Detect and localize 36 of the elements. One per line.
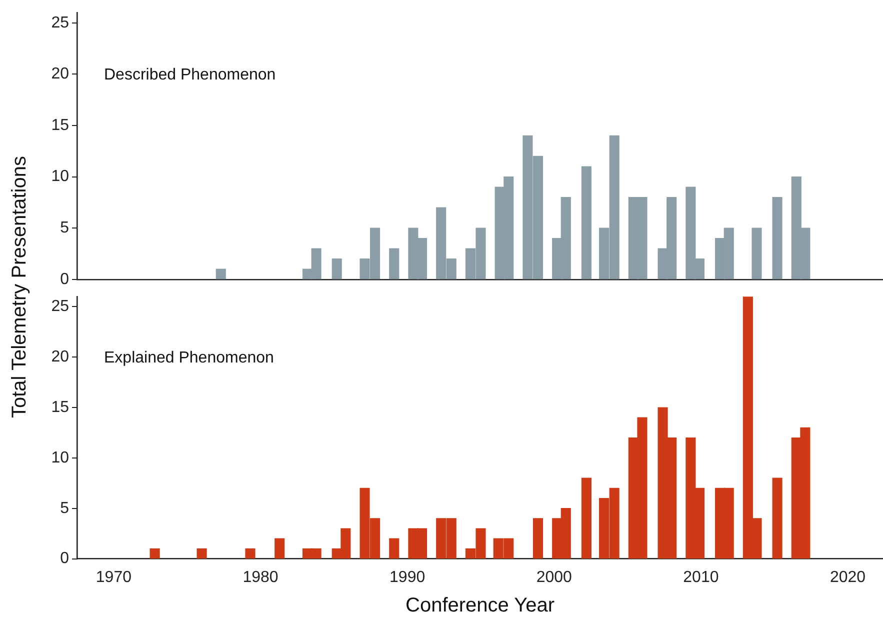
bar <box>216 268 226 280</box>
bar <box>581 478 592 559</box>
bar <box>532 518 544 559</box>
x-tick-label: 2000 <box>536 568 572 586</box>
y-tick-label: 20 <box>51 348 70 366</box>
y-tick-label: 25 <box>51 14 70 32</box>
annotation: Explained Phenomenon <box>104 350 274 367</box>
y-tick-label: 0 <box>60 550 70 568</box>
bar <box>389 538 400 559</box>
bar <box>581 166 592 280</box>
bar <box>772 196 782 280</box>
y-tick-label: 15 <box>51 398 70 416</box>
bar <box>196 548 207 559</box>
y-tick-label: 5 <box>60 220 70 236</box>
bar <box>752 228 762 280</box>
bar <box>332 258 342 280</box>
bar <box>389 248 400 280</box>
y-tick-label: 15 <box>51 116 70 134</box>
y-tick-label: 10 <box>51 168 70 186</box>
x-tick-label: 1970 <box>96 568 132 586</box>
x-tick-label: 2020 <box>830 568 866 586</box>
x-axis-title: Conference Year <box>405 594 555 617</box>
y-tick-label: 0 <box>60 270 70 288</box>
y-tick-label: 25 <box>51 298 70 316</box>
bar <box>274 538 285 559</box>
y-tick-label: 10 <box>51 449 70 466</box>
x-tick-label: 1990 <box>390 568 426 586</box>
bar <box>245 548 256 559</box>
bar <box>150 548 160 559</box>
annotation: Described Phenomenon <box>104 66 276 84</box>
y-tick-label: 5 <box>60 500 70 517</box>
y-tick-label: 20 <box>51 66 70 83</box>
x-tick-label: 1980 <box>242 568 278 586</box>
x-tick-label: 2010 <box>683 568 719 586</box>
y-axis-title: Total Telemetry Presentations <box>8 156 32 418</box>
bar <box>772 478 782 559</box>
